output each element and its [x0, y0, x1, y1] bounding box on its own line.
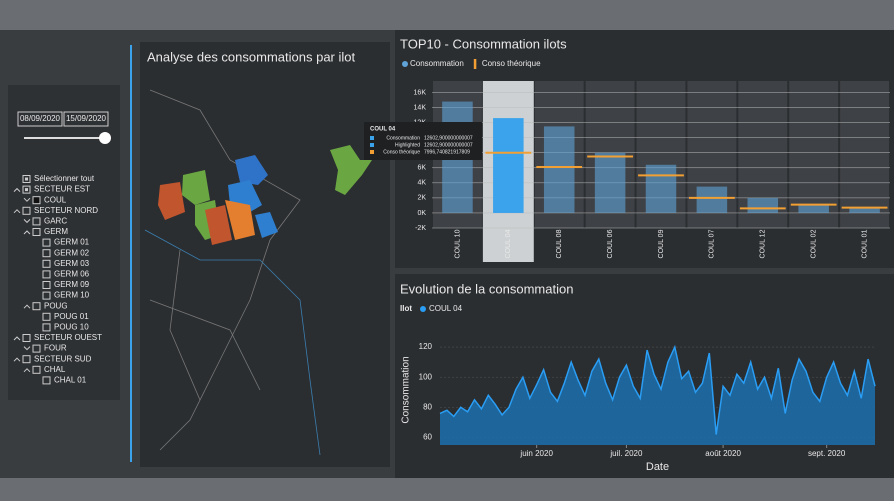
tree-label: COUL [44, 195, 67, 204]
legend-swatch [420, 306, 426, 312]
bar [697, 187, 728, 213]
y-tick-label: 100 [419, 372, 433, 381]
checkbox-partial [25, 188, 28, 191]
tooltip-label: Conso théorique [383, 149, 420, 155]
checkbox-partial [25, 178, 28, 181]
tree-label: GERM 02 [54, 248, 90, 257]
tree-label: GERM 09 [54, 280, 90, 289]
x-tick-label: COUL 09 [658, 229, 665, 258]
map-title: Analyse des consommations par ilot [147, 49, 355, 64]
y-axis-label: Consommation [401, 356, 412, 423]
x-tick-label: COUL 06 [607, 229, 614, 258]
checkbox[interactable] [33, 197, 40, 204]
tree-label: SECTEUR NORD [34, 206, 98, 215]
x-tick-label: COUL 10 [454, 229, 461, 258]
bar [646, 165, 677, 213]
tree-label: SECTEUR EST [34, 185, 90, 194]
x-tick-label: juil. 2020 [609, 449, 643, 458]
column-band [840, 81, 889, 228]
tree-label: POUG [44, 301, 68, 310]
y-tick-label: 60 [423, 433, 432, 442]
tree-label: GERM 10 [54, 291, 90, 300]
x-tick-label: COUL 07 [709, 229, 716, 258]
y-tick-label: 2K [417, 195, 426, 202]
tree-label: CHAL [44, 365, 66, 374]
slider-handle[interactable] [99, 132, 111, 144]
tree-label: Sélectionner tout [34, 174, 95, 183]
x-tick-label: COUL 08 [556, 229, 563, 258]
x-tick-label: juin 2020 [519, 449, 553, 458]
tree-label: GARC [44, 217, 67, 226]
tree-label: GERM 03 [54, 259, 90, 268]
page: {"slicer":{"start":"08/09/2020","end":"1… [0, 0, 894, 501]
x-tick-label: COUL 12 [760, 229, 767, 258]
tree-label: SECTEUR SUD [34, 354, 92, 363]
chart-title: Evolution de la consommation [400, 281, 573, 296]
x-axis-label: Date [646, 461, 669, 473]
tooltip-value: 12602,900000000007 [424, 142, 473, 148]
tooltip-value: 7996,740821917809 [424, 149, 470, 155]
bar [595, 153, 626, 213]
dashboard: Analyse des consommations par ilot 08/09… [0, 0, 894, 501]
legend-swatch [402, 61, 408, 67]
tooltip-label: Consommation [386, 135, 420, 141]
legend-title: Ilot [400, 304, 412, 313]
bar [748, 198, 779, 213]
legend-label: Conso théorique [482, 59, 541, 68]
tree-label: FOUR [44, 344, 67, 353]
tooltip-swatch [370, 136, 374, 140]
tooltip-swatch [370, 143, 374, 147]
legend-label: Consommation [410, 59, 464, 68]
tree-label: CHAL 01 [54, 376, 87, 385]
legend-swatch [474, 59, 477, 69]
tooltip-label: Highlighted [395, 142, 420, 148]
x-tick-label: COUL 01 [861, 229, 868, 258]
x-tick-label: COUL 02 [811, 229, 818, 258]
tree-label: GERM 06 [54, 270, 90, 279]
bar [544, 126, 575, 213]
tree-label: POUG 01 [54, 312, 89, 321]
tooltip-swatch [370, 150, 374, 154]
x-tick-label: sept. 2020 [808, 449, 846, 458]
tooltip-value: 12602,900000000007 [424, 135, 473, 141]
y-tick-label: 80 [423, 402, 432, 411]
y-tick-label: 4K [417, 180, 426, 187]
start-date-text: 08/09/2020 [20, 114, 61, 123]
x-tick-label: COUL 04 [505, 229, 512, 258]
y-tick-label: 14K [414, 104, 427, 111]
chart-title: TOP10 - Consommation ilots [400, 36, 567, 51]
y-tick-label: 6K [417, 165, 426, 172]
y-tick-label: 16K [414, 89, 427, 96]
tree-label: POUG 10 [54, 323, 89, 332]
end-date-text: 15/09/2020 [66, 114, 107, 123]
tree-label: GERM [44, 227, 68, 236]
y-tick-label: 120 [419, 342, 433, 351]
tree-label: SECTEUR OUEST [34, 333, 102, 342]
y-tick-label: 0K [417, 210, 426, 217]
y-tick-label: -2K [415, 225, 426, 232]
tooltip-title: COUL 04 [370, 127, 396, 133]
bar [493, 118, 524, 213]
x-tick-label: août 2020 [705, 449, 741, 458]
legend-label: COUL 04 [429, 304, 463, 313]
tree-label: GERM 01 [54, 238, 90, 247]
